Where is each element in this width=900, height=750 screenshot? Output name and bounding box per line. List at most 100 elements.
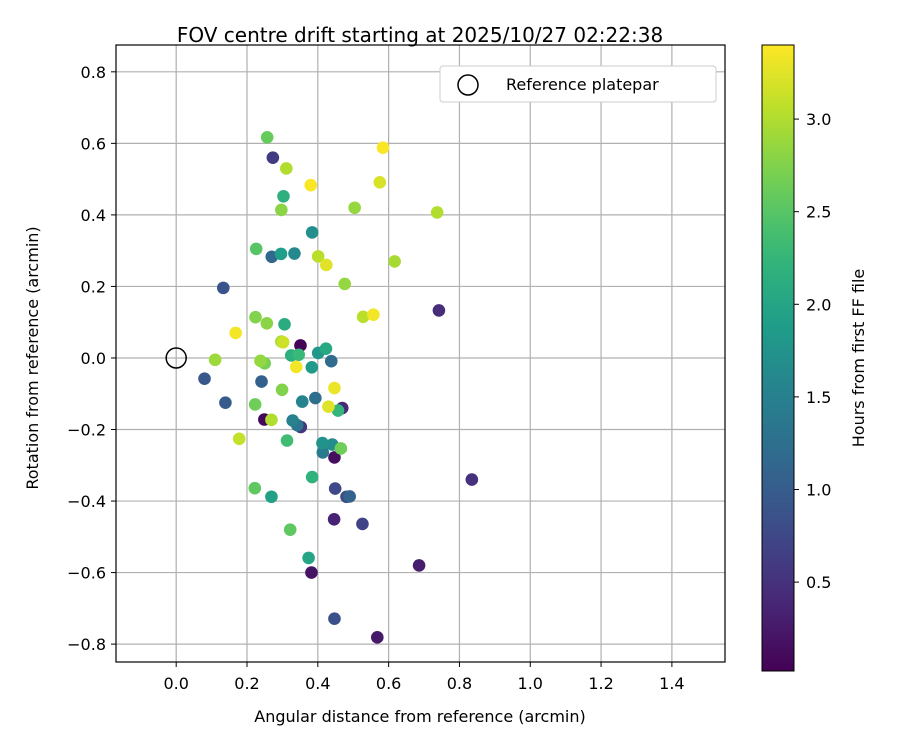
colorbar-ticks: 0.5 1.0 1.5 2.0 2.5 3.0 bbox=[794, 110, 831, 592]
data-point bbox=[260, 130, 274, 144]
data-point bbox=[283, 523, 297, 536]
y-tick-label: 0.0 bbox=[81, 349, 106, 368]
data-point bbox=[305, 566, 318, 579]
data-point bbox=[208, 353, 222, 367]
data-point bbox=[277, 189, 290, 203]
colorbar-tick-label: 2.0 bbox=[806, 295, 831, 314]
legend-box bbox=[439, 65, 717, 103]
data-point bbox=[319, 342, 333, 355]
data-point bbox=[465, 473, 479, 486]
data-point bbox=[322, 400, 335, 413]
data-point bbox=[248, 398, 262, 411]
data-point bbox=[266, 151, 280, 164]
data-point bbox=[328, 451, 341, 464]
data-point bbox=[328, 482, 342, 495]
data-point bbox=[331, 404, 345, 417]
data-point bbox=[249, 242, 263, 256]
y-tick-label: 0.8 bbox=[81, 63, 106, 82]
y-tick-label: 0.4 bbox=[81, 206, 106, 225]
data-point bbox=[305, 226, 319, 239]
data-point bbox=[276, 335, 290, 349]
data-point bbox=[343, 490, 356, 503]
data-point bbox=[304, 178, 318, 192]
data-point bbox=[216, 281, 230, 295]
data-point bbox=[275, 383, 289, 397]
x-tick-label: 0.0 bbox=[163, 674, 188, 693]
colorbar-label: Hours from first FF file bbox=[849, 269, 868, 448]
data-point bbox=[320, 258, 333, 272]
colorbar-tick-label: 2.5 bbox=[806, 203, 831, 222]
data-point bbox=[294, 339, 307, 352]
y-tick-label: −0.4 bbox=[67, 492, 106, 511]
data-point bbox=[265, 490, 278, 504]
data-point bbox=[373, 176, 387, 189]
data-point bbox=[388, 255, 401, 268]
data-point bbox=[278, 318, 291, 331]
legend: Reference platepar bbox=[439, 65, 717, 103]
data-point bbox=[316, 436, 329, 450]
data-point bbox=[292, 348, 306, 362]
x-tick-label: 0.2 bbox=[234, 674, 259, 693]
data-point bbox=[249, 310, 262, 324]
data-point bbox=[412, 559, 426, 572]
chart-title: FOV centre drift starting at 2025/10/27 … bbox=[177, 23, 663, 47]
y-tick-label: −0.2 bbox=[67, 421, 106, 440]
data-point bbox=[316, 446, 330, 459]
data-point bbox=[274, 247, 288, 261]
y-axis-ticks: −0.8 −0.6 −0.4 −0.2 0.0 0.2 0.4 0.6 0.8 bbox=[67, 63, 116, 654]
x-axis-label: Angular distance from reference (arcmin) bbox=[254, 707, 585, 726]
x-axis-ticks: 0.0 0.2 0.4 0.6 0.8 1.0 1.2 1.4 bbox=[163, 662, 685, 693]
data-point bbox=[219, 396, 232, 409]
data-point bbox=[334, 442, 348, 455]
data-point bbox=[254, 354, 267, 368]
data-point bbox=[255, 375, 268, 388]
y-tick-label: 0.2 bbox=[81, 277, 106, 296]
y-tick-label: −0.8 bbox=[67, 635, 106, 654]
data-point bbox=[302, 551, 315, 565]
colorbar-tick-label: 1.0 bbox=[806, 480, 831, 499]
data-point bbox=[305, 470, 319, 484]
data-point bbox=[327, 512, 341, 526]
data-point bbox=[432, 304, 446, 317]
data-point bbox=[286, 414, 299, 427]
x-tick-label: 0.6 bbox=[376, 674, 401, 693]
x-tick-label: 1.4 bbox=[659, 674, 684, 693]
x-tick-label: 0.4 bbox=[305, 674, 330, 693]
grid bbox=[116, 45, 725, 662]
data-point bbox=[367, 308, 380, 321]
y-axis-label: Rotation from reference (arcmin) bbox=[23, 226, 42, 489]
data-point bbox=[229, 326, 242, 340]
data-point bbox=[356, 517, 369, 531]
colorbar-tick-label: 1.5 bbox=[806, 388, 831, 407]
data-point bbox=[232, 432, 246, 446]
y-tick-label: −0.6 bbox=[67, 564, 106, 583]
data-point bbox=[309, 391, 322, 405]
colorbar bbox=[761, 44, 795, 672]
data-point bbox=[260, 316, 274, 330]
data-point bbox=[288, 247, 301, 260]
data-point bbox=[324, 354, 338, 368]
data-point bbox=[275, 203, 288, 217]
plot-frame bbox=[115, 44, 726, 663]
legend-marker-reference bbox=[457, 74, 479, 96]
legend-label-reference: Reference platepar bbox=[506, 75, 659, 94]
data-point bbox=[295, 395, 309, 408]
data-point bbox=[430, 206, 444, 219]
data-point bbox=[198, 372, 211, 386]
data-point bbox=[289, 360, 303, 374]
data-point bbox=[305, 360, 319, 374]
data-point bbox=[376, 141, 390, 154]
y-tick-label: 0.6 bbox=[81, 134, 106, 153]
data-point bbox=[348, 201, 361, 215]
data-point bbox=[280, 162, 293, 175]
data-point bbox=[338, 277, 352, 291]
x-tick-label: 0.8 bbox=[447, 674, 472, 693]
reference-layer bbox=[165, 347, 187, 369]
data-points bbox=[198, 130, 479, 644]
reference-platepar-marker bbox=[165, 347, 187, 369]
colorbar-tick-label: 0.5 bbox=[806, 573, 831, 592]
data-point bbox=[265, 413, 278, 427]
data-point bbox=[371, 631, 384, 644]
data-point bbox=[248, 481, 262, 495]
